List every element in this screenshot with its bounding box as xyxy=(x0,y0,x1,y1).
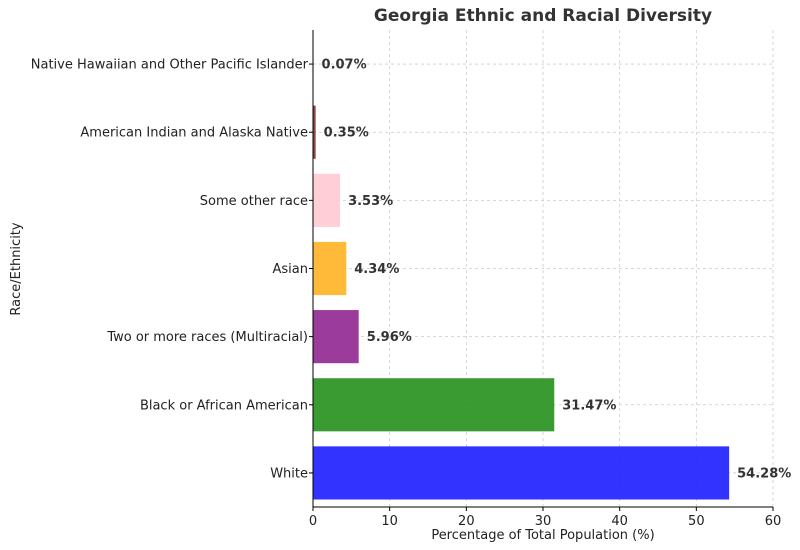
x-tick-label: 0 xyxy=(309,514,317,529)
category-label: Two or more races (Multiracial) xyxy=(106,330,308,345)
category-label: Black or African American xyxy=(140,398,308,413)
x-axis-label: Percentage of Total Population (%) xyxy=(431,528,654,543)
y-axis-label: Race/Ethnicity xyxy=(9,222,24,315)
category-labels: White Black or African American Two or mor… xyxy=(31,58,313,481)
x-tick-label: 40 xyxy=(611,514,628,529)
x-tick-label: 20 xyxy=(458,514,475,529)
bar xyxy=(313,105,316,159)
data-label: 0.35% xyxy=(324,126,369,141)
category-label: Native Hawaiian and Other Pacific Island… xyxy=(31,58,309,73)
category-label: Asian xyxy=(273,262,308,277)
data-labels: 54.28% 31.47% 5.96% 4.34% 3.53% 0.35% 0.07% xyxy=(322,58,792,482)
bar xyxy=(313,446,730,500)
bars xyxy=(313,37,730,500)
chart-title: Georgia Ethnic and Racial Diversity xyxy=(374,6,712,26)
data-label: 3.53% xyxy=(348,194,393,209)
x-tick-label: 30 xyxy=(535,514,552,529)
bar xyxy=(313,241,347,296)
category-label: White xyxy=(270,466,308,481)
bar xyxy=(313,173,341,227)
category-label: Some other race xyxy=(200,194,308,209)
data-label: 31.47% xyxy=(562,398,616,413)
x-tick-label: 50 xyxy=(688,514,705,529)
x-tick-label: 60 xyxy=(765,514,782,529)
data-label: 4.34% xyxy=(354,262,399,277)
bar xyxy=(313,310,359,364)
x-ticks: 0 10 20 30 40 50 60 xyxy=(309,507,781,529)
bar xyxy=(313,378,555,432)
data-label: 5.96% xyxy=(367,330,412,345)
category-label: American Indian and Alaska Native xyxy=(80,126,308,141)
data-label: 54.28% xyxy=(737,466,791,481)
data-label: 0.07% xyxy=(322,58,367,73)
x-tick-label: 10 xyxy=(381,514,398,529)
